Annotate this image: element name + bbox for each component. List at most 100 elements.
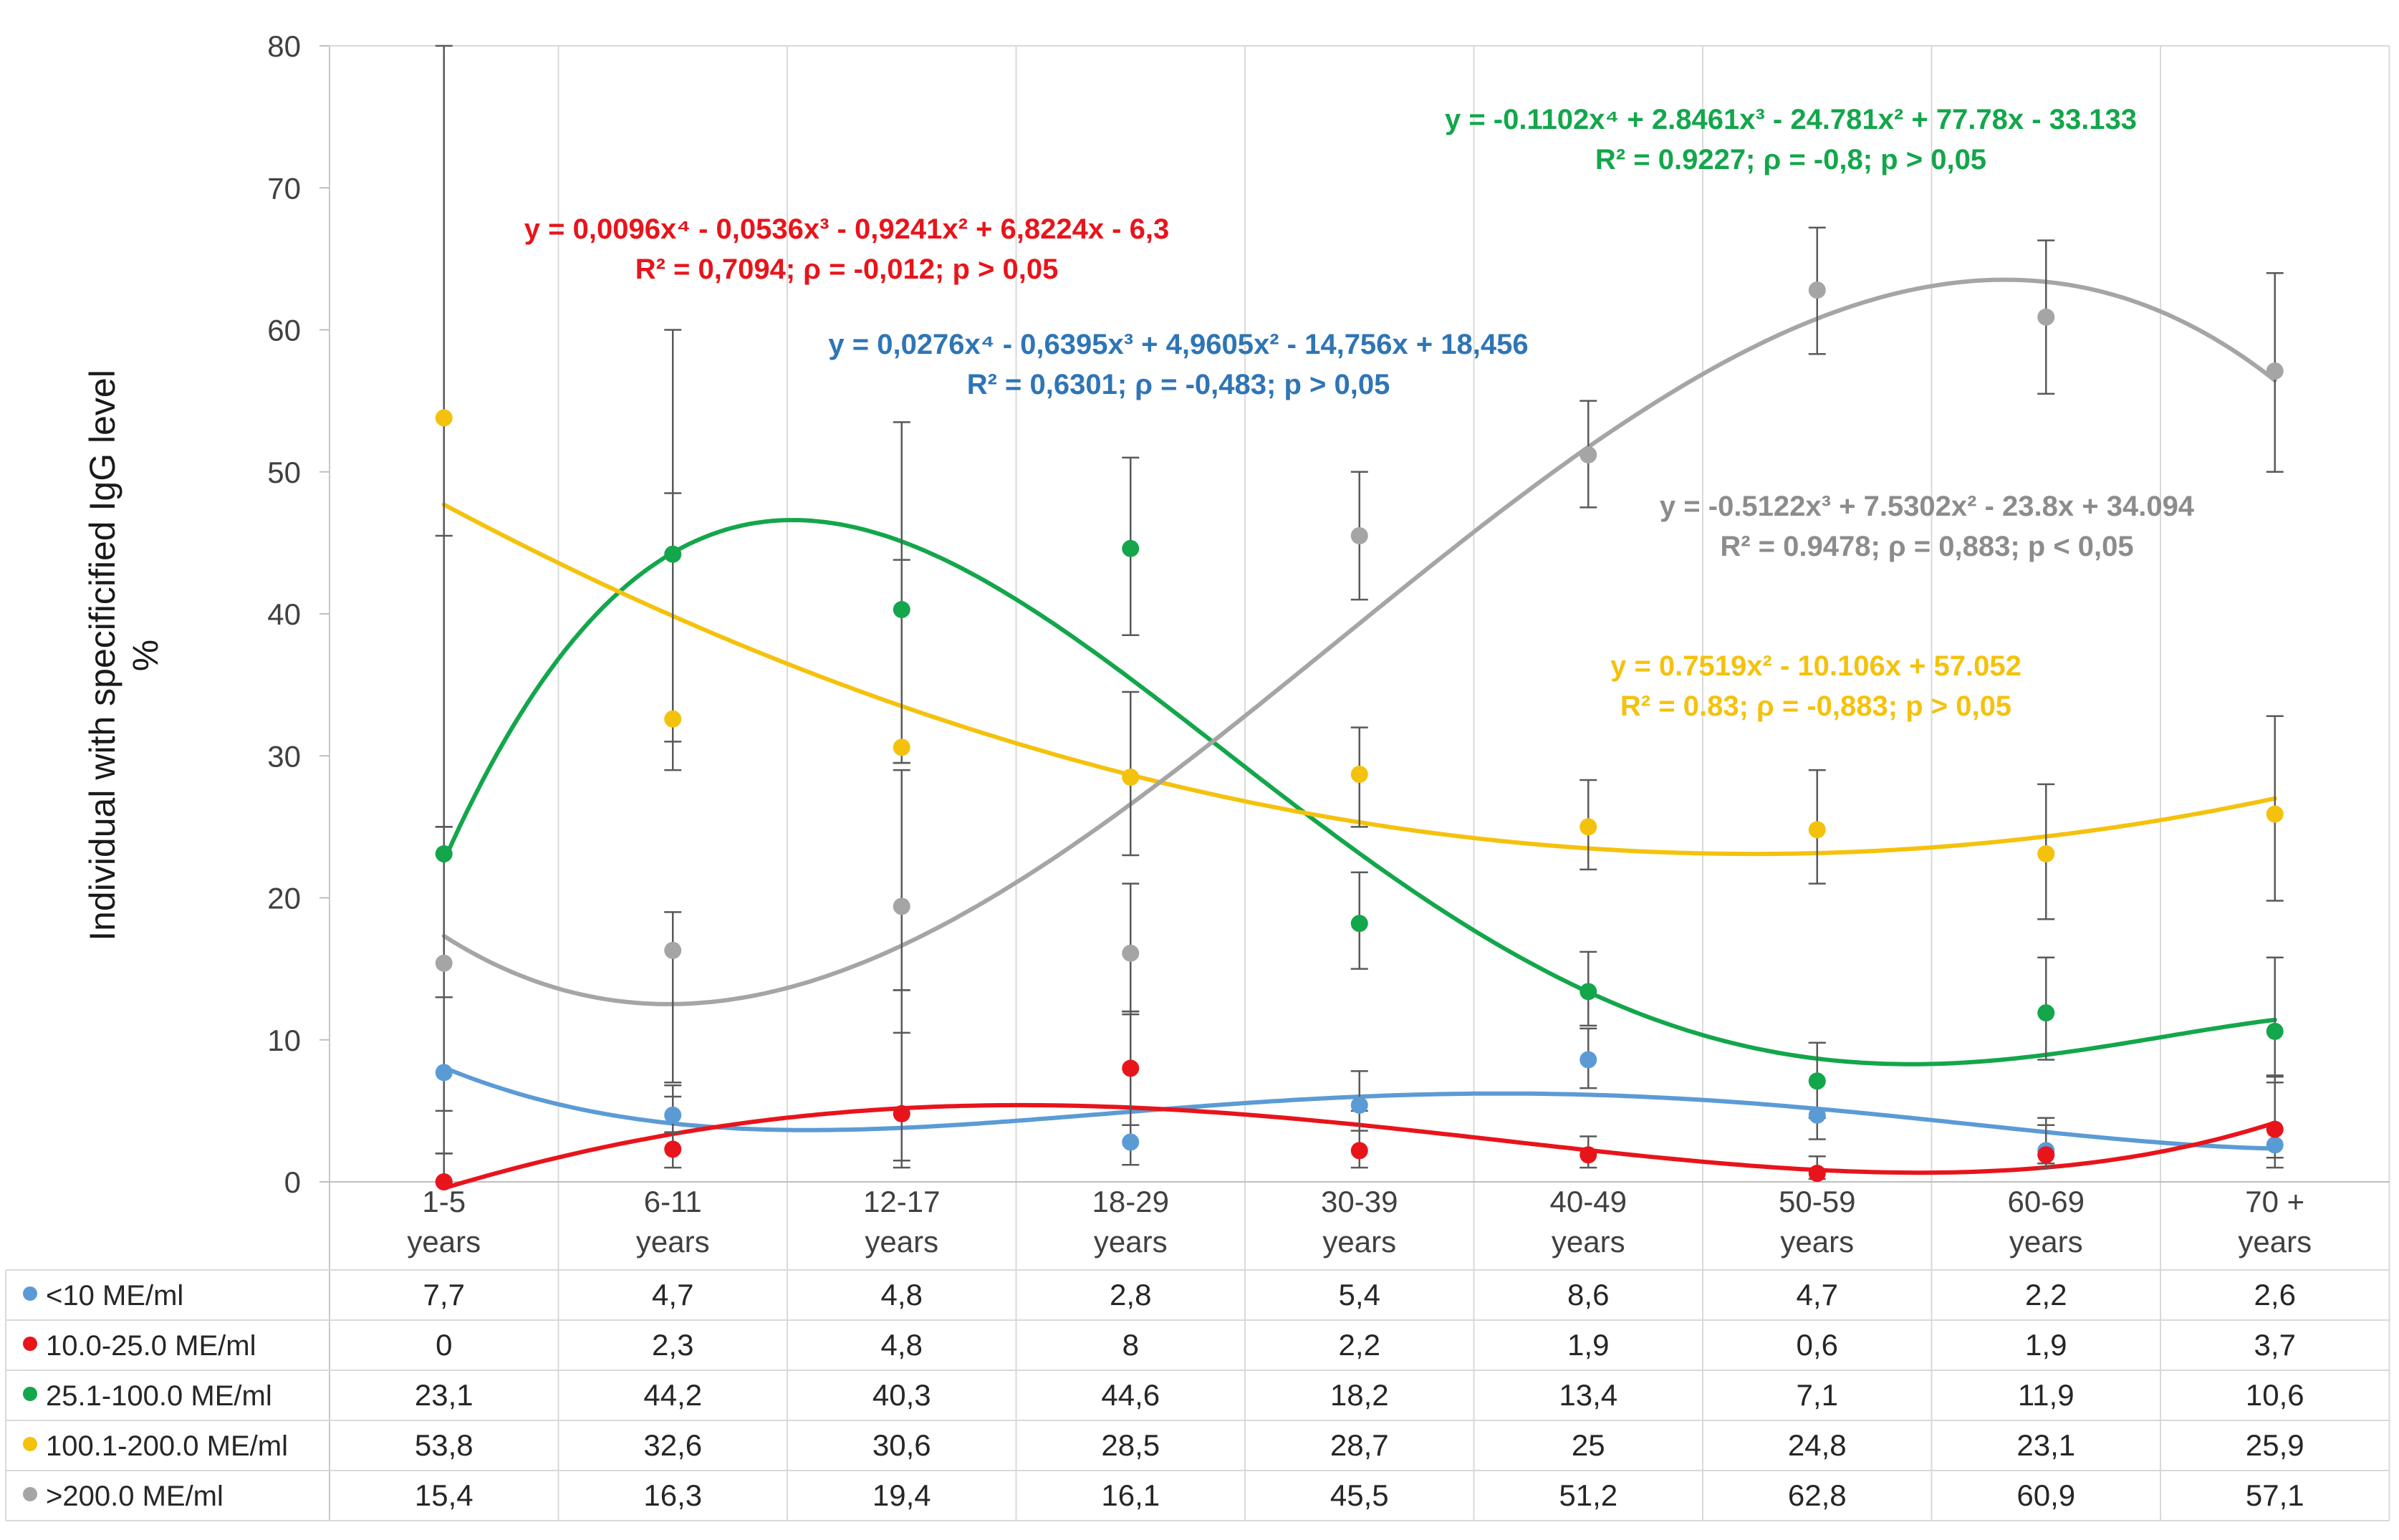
y-tick-label: 70 (267, 171, 301, 205)
data-point (2266, 805, 2284, 823)
data-point (2037, 845, 2055, 863)
table-cell: 19,4 (872, 1478, 931, 1512)
data-point (664, 710, 682, 728)
x-tick-label: years (2009, 1225, 2083, 1259)
data-point (1808, 1072, 1826, 1090)
table-cell: 2,3 (652, 1328, 693, 1362)
table-row: 10.0-25.0 ME/ml 0 2,3 4,8 8 2,2 1,9 0,6 1,9 3,7 (23, 1328, 2296, 1362)
x-tick-label: years (1322, 1225, 1396, 1259)
table-row: <10 ME/ml 7,7 4,7 4,8 2,8 5,4 8,6 4,7 2,2 2,6 (23, 1278, 2296, 1312)
data-point (1580, 446, 1597, 463)
table-cell: 57,1 (2246, 1478, 2304, 1512)
table-cell: 4,7 (1797, 1278, 1838, 1312)
trendline-equation: y = 0,0276x⁴ - 0,6395x³ + 4,9605x² - 14,… (828, 329, 1528, 360)
legend-marker (23, 1437, 37, 1451)
data-point (1350, 766, 1368, 784)
series-name-label: <10 ME/ml (46, 1280, 183, 1312)
y-tick-label: 20 (267, 882, 301, 915)
data-point (1350, 526, 1368, 544)
trendline-equation: y = 0.7519x² - 10.106x + 57.052 (1610, 650, 2021, 682)
table-cell: 7,7 (423, 1278, 465, 1312)
table-cell: 24,8 (1788, 1428, 1847, 1462)
x-tick-label: 50-59 (1779, 1185, 1855, 1218)
table-cell: 40,3 (872, 1378, 931, 1412)
table-cell: 44,2 (643, 1378, 702, 1412)
table-cell: 2,2 (1339, 1328, 1380, 1362)
data-point (1580, 1051, 1597, 1069)
y-axis-label: % (125, 640, 165, 671)
data-point (435, 845, 453, 863)
table-cell: 28,5 (1101, 1428, 1160, 1462)
legend-marker (23, 1337, 37, 1351)
data-point (1350, 1142, 1368, 1160)
data-point (1122, 1133, 1140, 1151)
table-cell: 3,7 (2254, 1328, 2296, 1362)
y-tick-label: 0 (284, 1165, 301, 1199)
table-cell: 25 (1572, 1428, 1605, 1462)
table-cell: 0,6 (1797, 1328, 1838, 1362)
table-cell: 13,4 (1559, 1378, 1617, 1412)
data-point (1580, 818, 1597, 836)
table-cell: 8 (1122, 1328, 1139, 1362)
table-cell: 15,4 (415, 1478, 473, 1512)
data-point (2037, 308, 2055, 326)
x-tick-label: years (2238, 1225, 2312, 1259)
data-point (893, 601, 910, 619)
data-point (1580, 1146, 1597, 1164)
x-tick-label: 60-69 (2008, 1185, 2085, 1218)
x-tick-label: years (865, 1225, 938, 1259)
trendline-r2: R² = 0,6301; ρ = -0,483; p > 0,05 (967, 369, 1390, 400)
data-point (2266, 1120, 2284, 1138)
table-cell: 32,6 (643, 1428, 702, 1462)
table-cell: 62,8 (1788, 1478, 1847, 1512)
trendline-r2: R² = 0.9478; ρ = 0,883; p < 0,05 (1720, 531, 2133, 562)
table-cell: 23,1 (2016, 1428, 2075, 1462)
data-point (1122, 539, 1140, 557)
table-cell: 28,7 (1330, 1428, 1389, 1462)
data-point (435, 1064, 453, 1082)
data-point (664, 941, 682, 959)
data-table: <10 ME/ml 7,7 4,7 4,8 2,8 5,4 8,6 4,7 2,2 2,6 10.0… (5, 1269, 2390, 1521)
data-point (1350, 915, 1368, 933)
y-axis-ticks: 0 10 20 30 40 50 60 70 80 (267, 29, 330, 1199)
x-tick-label: 6-11 (644, 1185, 702, 1218)
table-cell: 4,8 (881, 1278, 923, 1312)
table-cell: 2,2 (2025, 1278, 2067, 1312)
table-cell: 60,9 (2016, 1478, 2075, 1512)
trendline-equation: y = 0,0096x⁴ - 0,0536x³ - 0,9241x² + 6,8… (524, 213, 1169, 245)
x-tick-label: years (1094, 1225, 1168, 1259)
trendline-equations: y = 0,0276x⁴ - 0,6395x³ + 4,9605x² - 14,… (524, 104, 2195, 722)
data-point (1122, 1059, 1140, 1077)
table-row: 25.1-100.0 ME/ml 23,1 44,2 40,3 44,6 18,2 13,4… (23, 1378, 2304, 1412)
table-row: >200.0 ME/ml 15,4 16,3 19,4 16,1 45,5 51,2 62,8… (23, 1478, 2304, 1512)
table-cell: 16,3 (643, 1478, 702, 1512)
data-point (1808, 821, 1826, 839)
y-axis-label: Individual with specificified IgG level (82, 370, 122, 941)
trendline-r2: R² = 0.9227; ρ = -0,8; p > 0,05 (1595, 144, 1986, 175)
table-cell: 10,6 (2246, 1378, 2304, 1412)
data-point (1122, 944, 1140, 962)
y-tick-label: 40 (267, 597, 301, 631)
legend-marker (23, 1387, 37, 1401)
y-tick-label: 10 (267, 1024, 301, 1057)
data-point (1580, 983, 1597, 1001)
table-cell: 45,5 (1330, 1478, 1389, 1512)
legend-marker (23, 1487, 37, 1501)
trendline-equation: y = -0.1102x⁴ + 2.8461x³ - 24.781x² + 77… (1445, 104, 2137, 135)
x-axis-categories: 1-5years6-11years12-17years18-29years30-… (407, 1185, 2312, 1259)
table-cell: 25,9 (2246, 1428, 2304, 1462)
data-point (664, 545, 682, 563)
table-cell: 11,9 (2018, 1378, 2075, 1412)
table-cell: 2,8 (1110, 1278, 1151, 1312)
data-point (435, 1173, 453, 1190)
table-cell: 44,6 (1101, 1378, 1160, 1412)
trendline-equation: y = -0.5122x³ + 7.5302x² - 23.8x + 34.09… (1660, 491, 2195, 522)
data-point (1122, 768, 1140, 786)
y-tick-label: 50 (267, 456, 301, 489)
series-name-label: 10.0-25.0 ME/ml (46, 1330, 256, 1362)
trendline-r2: R² = 0.83; ρ = -0,883; p > 0,05 (1620, 690, 2011, 722)
x-tick-label: 18-29 (1092, 1185, 1169, 1218)
x-tick-label: years (407, 1225, 481, 1259)
